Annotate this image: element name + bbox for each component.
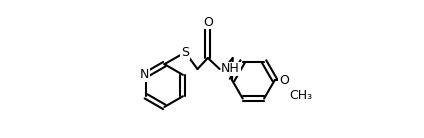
Text: O: O	[203, 16, 213, 29]
Text: S: S	[181, 46, 189, 59]
Text: NH: NH	[221, 63, 240, 75]
Text: N: N	[140, 68, 149, 81]
Text: O: O	[279, 74, 289, 87]
Text: CH₃: CH₃	[289, 89, 312, 102]
